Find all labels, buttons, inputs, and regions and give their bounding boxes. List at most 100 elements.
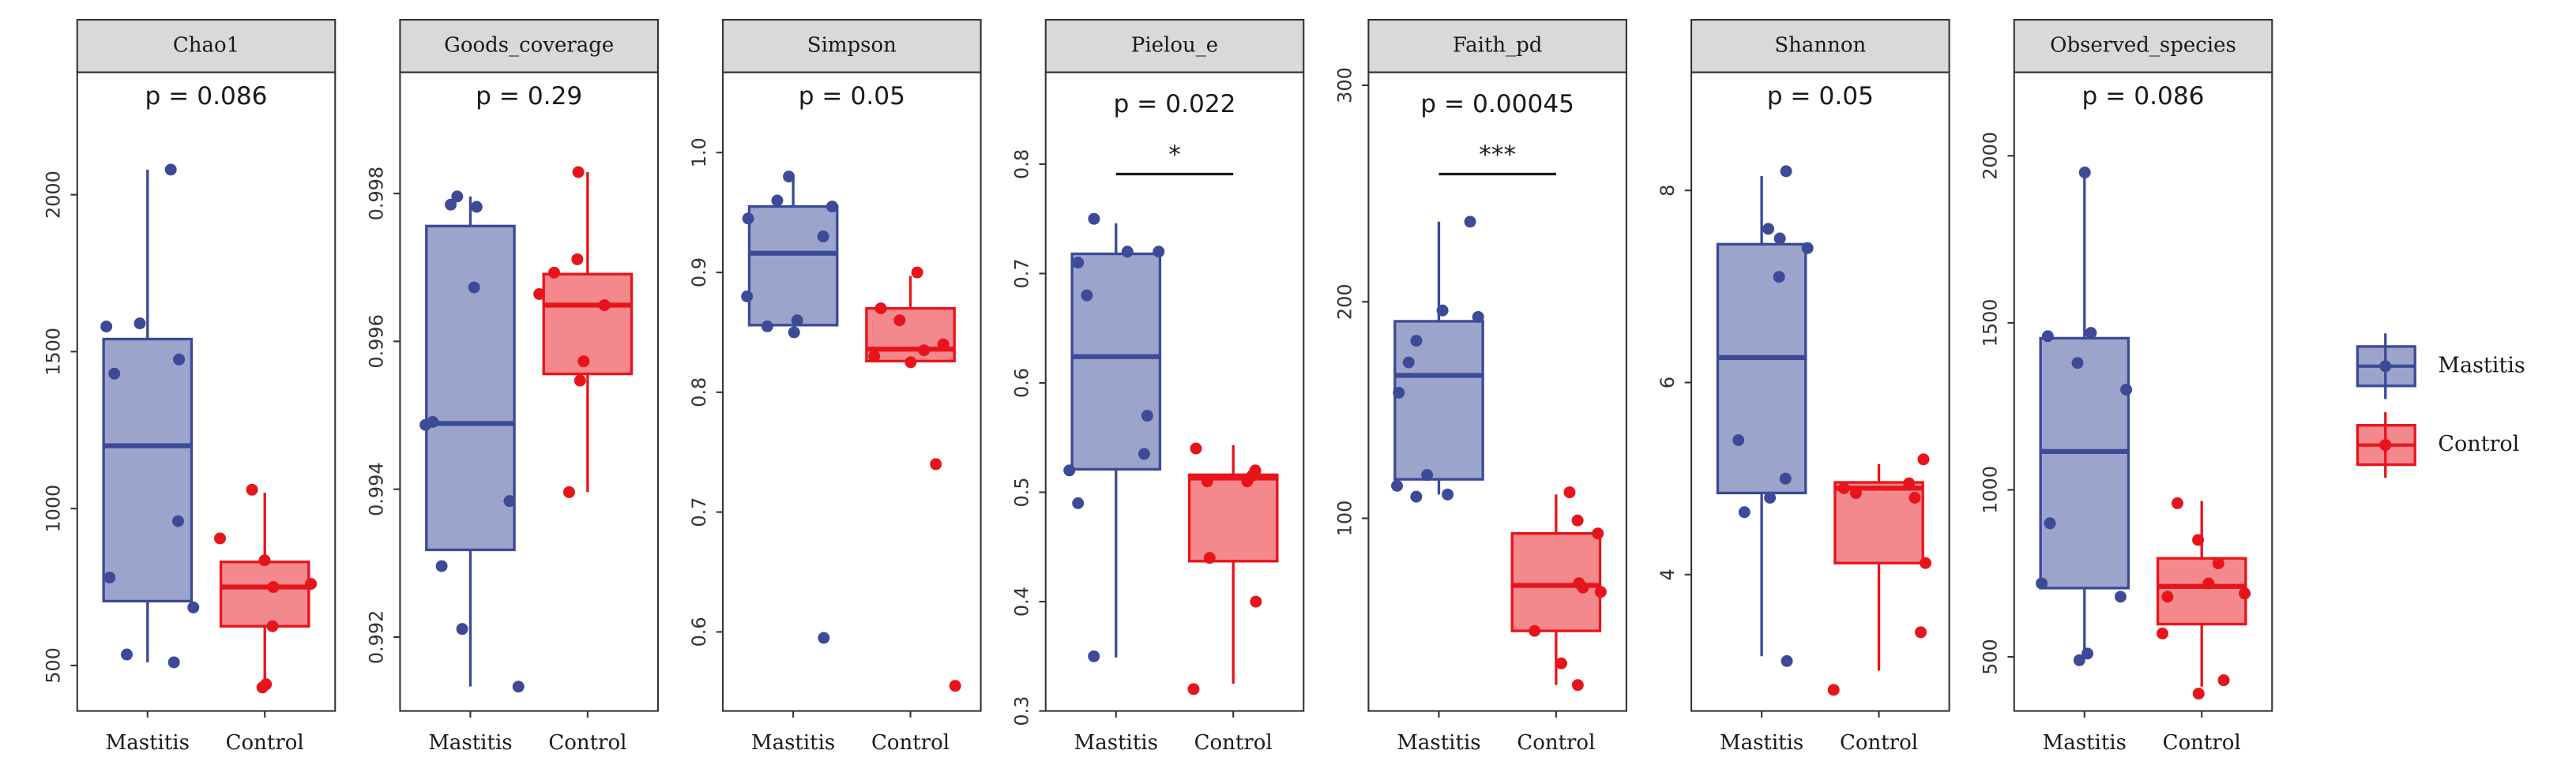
y-tick-label: 500 bbox=[1980, 639, 2002, 675]
data-point bbox=[868, 350, 881, 362]
x-tick-label: Control bbox=[1194, 731, 1273, 755]
data-point bbox=[267, 581, 280, 594]
facet-title: Pielou_e bbox=[1131, 33, 1218, 57]
p-value: p = 0.05 bbox=[1767, 82, 1874, 111]
data-point bbox=[577, 355, 590, 368]
data-point bbox=[893, 314, 906, 327]
data-point bbox=[1410, 335, 1423, 347]
data-point bbox=[1592, 527, 1604, 540]
box bbox=[1187, 473, 1279, 563]
data-point bbox=[2081, 647, 2094, 660]
x-tick-label: Control bbox=[2163, 731, 2241, 755]
data-point bbox=[2192, 534, 2205, 546]
data-point bbox=[171, 515, 184, 527]
y-tick-label: 1.0 bbox=[688, 137, 710, 167]
data-point bbox=[1241, 475, 1254, 488]
p-value: p = 0.086 bbox=[2081, 82, 2204, 111]
data-point bbox=[1594, 586, 1607, 598]
p-value: p = 0.022 bbox=[1113, 90, 1235, 118]
data-point bbox=[2212, 557, 2224, 570]
y-tick-label: 100 bbox=[1333, 501, 1356, 537]
box bbox=[1070, 252, 1162, 471]
data-point bbox=[2036, 577, 2048, 590]
data-point bbox=[121, 648, 134, 661]
data-point bbox=[1908, 492, 1921, 504]
y-tick-label: 0.8 bbox=[688, 377, 710, 407]
data-point bbox=[761, 320, 773, 332]
facet-title: Shannon bbox=[1774, 33, 1866, 57]
data-point bbox=[1250, 595, 1262, 608]
legend-label: Control bbox=[2438, 432, 2519, 456]
x-tick-label: Mastitis bbox=[1397, 731, 1480, 755]
data-point bbox=[2171, 497, 2183, 509]
data-point bbox=[826, 201, 838, 213]
data-point bbox=[1081, 289, 1093, 302]
data-point bbox=[1529, 624, 1541, 637]
data-point bbox=[305, 578, 318, 591]
data-point bbox=[2157, 627, 2168, 639]
data-point bbox=[1072, 257, 1085, 269]
data-point bbox=[1391, 479, 1404, 492]
data-point bbox=[1121, 246, 1134, 258]
box bbox=[1833, 481, 1924, 564]
x-tick-label: Mastitis bbox=[428, 731, 512, 755]
x-tick-label: Mastitis bbox=[1720, 731, 1803, 755]
data-point bbox=[167, 656, 180, 669]
data-point bbox=[451, 190, 464, 203]
y-tick-label: 6 bbox=[1657, 377, 1679, 388]
x-tick-label: Mastitis bbox=[751, 731, 835, 755]
significance-stars: *** bbox=[1479, 141, 1516, 170]
data-point bbox=[742, 212, 754, 225]
p-value: p = 0.29 bbox=[476, 82, 582, 111]
panel-border bbox=[1690, 71, 1950, 712]
data-point bbox=[937, 338, 950, 351]
data-point bbox=[173, 353, 186, 366]
y-tick-label: 8 bbox=[1657, 185, 1679, 197]
data-point bbox=[187, 601, 200, 613]
data-point bbox=[788, 326, 800, 339]
p-value: p = 0.05 bbox=[799, 82, 905, 111]
data-point bbox=[783, 171, 795, 183]
p-value: p = 0.086 bbox=[145, 82, 267, 111]
y-tick-label: 2000 bbox=[1980, 132, 2002, 180]
y-tick-label: 0.996 bbox=[365, 314, 387, 368]
panel-border bbox=[399, 71, 659, 712]
data-point bbox=[1837, 482, 1850, 494]
box bbox=[1393, 320, 1484, 481]
data-point bbox=[419, 418, 432, 431]
data-point bbox=[771, 194, 784, 207]
data-point bbox=[2041, 330, 2054, 343]
data-point bbox=[266, 620, 279, 632]
x-tick-label: Control bbox=[871, 731, 950, 755]
data-point bbox=[930, 458, 942, 471]
data-point bbox=[818, 632, 830, 644]
data-point bbox=[456, 623, 468, 636]
y-tick-label: 0.5 bbox=[1011, 478, 1033, 508]
facet-title: Observed_species bbox=[2050, 33, 2236, 57]
legend-label: Mastitis bbox=[2438, 353, 2525, 377]
data-point bbox=[1563, 486, 1576, 499]
data-point bbox=[1402, 356, 1415, 369]
y-tick-label: 4 bbox=[1657, 568, 1679, 580]
data-point bbox=[1393, 386, 1405, 399]
y-tick-label: 1500 bbox=[43, 328, 65, 376]
data-point bbox=[435, 560, 448, 572]
box bbox=[1510, 532, 1602, 632]
data-point bbox=[2073, 654, 2085, 666]
data-point bbox=[470, 201, 483, 213]
y-tick-label: 0.6 bbox=[1011, 368, 1033, 398]
x-tick-label: Control bbox=[548, 731, 626, 755]
facet-strip bbox=[1044, 18, 1305, 73]
data-point bbox=[548, 266, 561, 279]
y-tick-label: 0.992 bbox=[365, 610, 387, 664]
data-point bbox=[2217, 674, 2230, 687]
data-point bbox=[1421, 469, 1434, 482]
facet-strip bbox=[1690, 18, 1950, 73]
data-point bbox=[571, 253, 584, 265]
data-point bbox=[1917, 453, 1930, 466]
data-point bbox=[503, 495, 516, 508]
data-point bbox=[1436, 304, 1449, 317]
facet-strip bbox=[722, 18, 982, 73]
data-point bbox=[103, 572, 116, 584]
